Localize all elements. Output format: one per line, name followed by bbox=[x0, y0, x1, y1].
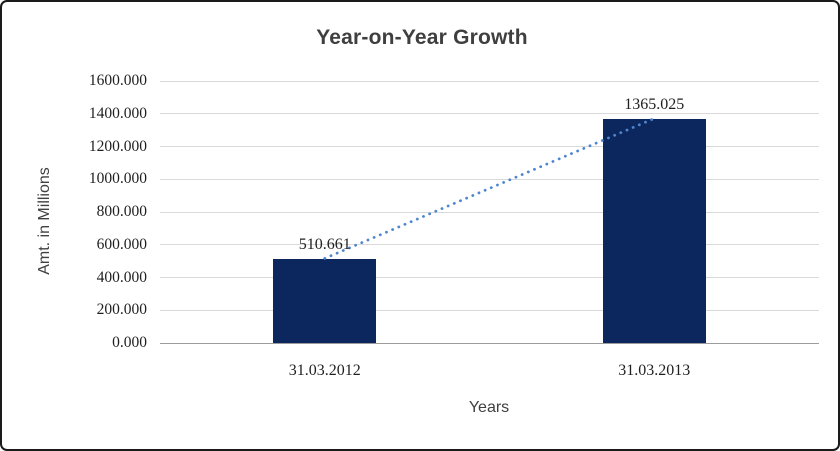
y-axis-tick-label: 600.000 bbox=[96, 235, 147, 253]
gridline bbox=[160, 80, 819, 82]
gridline bbox=[160, 211, 819, 213]
y-axis-tick-label: 0.000 bbox=[112, 334, 147, 351]
y-axis-tick-label: 1600.000 bbox=[88, 72, 147, 89]
x-axis-line bbox=[160, 342, 819, 344]
y-axis-tick-label: 1000.000 bbox=[88, 170, 147, 188]
gridline bbox=[160, 244, 819, 246]
x-axis-tick-label: 31.03.2012 bbox=[288, 362, 361, 379]
bar-data-label: 510.661 bbox=[298, 236, 351, 254]
bar-31.03.2012 bbox=[273, 259, 377, 343]
gridline bbox=[160, 178, 819, 180]
plot-area bbox=[160, 80, 819, 344]
y-axis-tick-label: 1200.000 bbox=[88, 137, 147, 155]
gridline bbox=[160, 309, 819, 311]
bar-31.03.2013 bbox=[602, 119, 706, 343]
gridline bbox=[160, 146, 819, 147]
gridline bbox=[160, 113, 819, 115]
y-axis-tick-label: 200.000 bbox=[96, 301, 147, 319]
y-axis-tick-label: 400.000 bbox=[96, 268, 147, 286]
trendline bbox=[323, 117, 656, 260]
x-axis-title: Years bbox=[468, 399, 510, 416]
y-axis-tick-label: 800.000 bbox=[96, 203, 147, 220]
y-axis-tick-label: 1400.000 bbox=[88, 104, 147, 122]
bar-data-label: 1365.025 bbox=[624, 96, 685, 114]
gridline bbox=[160, 277, 819, 278]
x-axis-tick-label: 31.03.2013 bbox=[618, 362, 691, 379]
chart-title: Year-on-Year Growth bbox=[316, 26, 528, 49]
